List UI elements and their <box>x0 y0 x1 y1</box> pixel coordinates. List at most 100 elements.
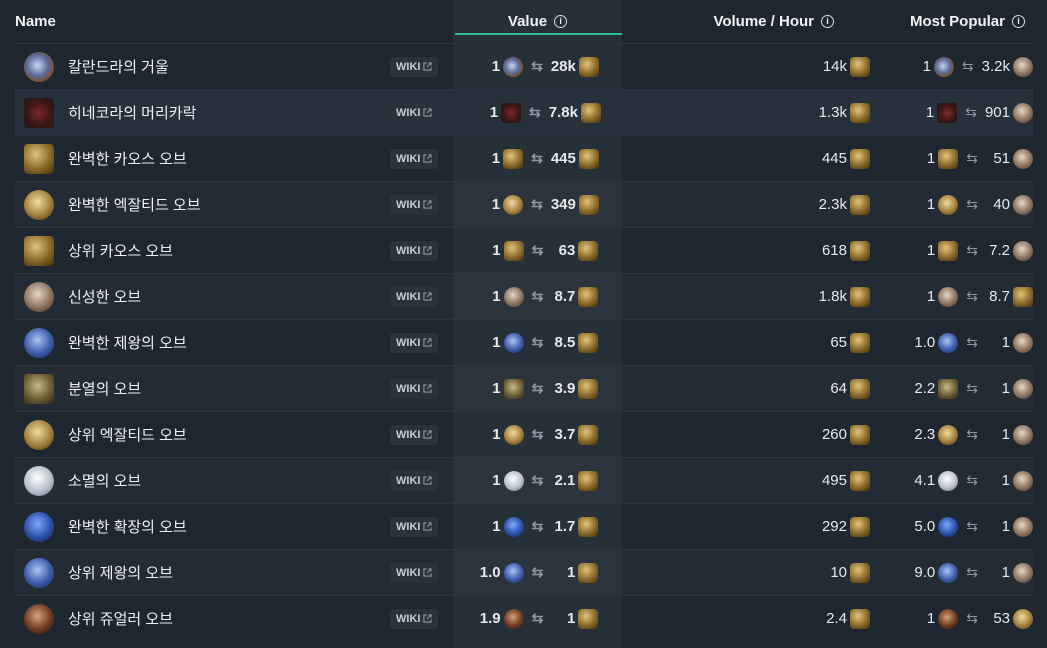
popular-cell: 1 ⇆ 40 <box>885 182 1033 227</box>
divine-icon <box>1013 102 1033 123</box>
value-right-amount: 1 <box>567 610 576 627</box>
chaos-icon <box>578 608 599 629</box>
volume-column-header[interactable]: Volume / Hour i <box>640 0 840 43</box>
wiki-link[interactable]: WIKI <box>390 332 439 353</box>
volume-amount: 1.8k <box>818 288 847 305</box>
volume-cell: 292 <box>755 504 870 549</box>
popular-cell: 1 ⇆ 8.7 <box>885 274 1033 319</box>
popular-right-amount: 1 <box>1001 518 1010 535</box>
name-column-header[interactable]: Name <box>15 0 56 43</box>
table-row[interactable]: 상위 엑잘티드 오브 WIKI 1 ⇆ 3.7 260 2.3 ⇆ 1 <box>15 411 1033 457</box>
swap-icon: ⇆ <box>531 380 544 396</box>
popular-cell: 2.3 ⇆ 1 <box>885 412 1033 457</box>
item-name[interactable]: 신성한 오브 <box>68 289 142 306</box>
wiki-link[interactable]: WIKI <box>390 516 439 537</box>
item-name[interactable]: 히네코라의 머리카락 <box>68 105 197 122</box>
item-name[interactable]: 상위 쥬얼러 오브 <box>68 611 173 628</box>
value-cell: 1 ⇆ 349 <box>453 182 622 227</box>
popular-right-amount: 8.7 <box>989 288 1010 305</box>
info-icon[interactable]: i <box>821 15 834 28</box>
wiki-link[interactable]: WIKI <box>390 194 439 215</box>
wiki-cell: WIKI <box>390 596 439 641</box>
item-name[interactable]: 칼란드라의 거울 <box>68 59 169 76</box>
chaos-icon <box>580 102 601 123</box>
chaos-icon <box>503 240 524 261</box>
divine-icon <box>1013 332 1033 353</box>
wiki-link[interactable]: WIKI <box>390 424 439 445</box>
external-link-icon <box>423 522 433 531</box>
table-row[interactable]: 상위 쥬얼러 오브 WIKI 1.9 ⇆ 1 2.4 1 ⇆ 53 <box>15 595 1033 641</box>
external-link-icon <box>423 476 433 485</box>
popular-cell: 1 ⇆ 51 <box>885 136 1033 181</box>
regal-icon <box>938 332 959 353</box>
table-row[interactable]: 칼란드라의 거울 WIKI 1 ⇆ 28k 14k 1 ⇆ 3.2k <box>15 43 1033 89</box>
wiki-cell: WIKI <box>390 44 439 89</box>
value-right-amount: 2.1 <box>554 472 576 489</box>
chaos-icon <box>578 286 599 307</box>
item-name[interactable]: 상위 제왕의 오브 <box>68 565 173 582</box>
table-row[interactable]: 히네코라의 머리카락 WIKI 1 ⇆ 7.8k 1.3k 1 ⇆ 901 <box>15 89 1033 135</box>
table-row[interactable]: 완벽한 엑잘티드 오브 WIKI 1 ⇆ 349 2.3k 1 ⇆ 40 <box>15 181 1033 227</box>
exalt-icon <box>503 424 524 445</box>
table-row[interactable]: 분열의 오브 WIKI 1 ⇆ 3.9 64 2.2 ⇆ 1 <box>15 365 1033 411</box>
item-name[interactable]: 소멸의 오브 <box>68 473 142 490</box>
regal-icon <box>23 557 54 588</box>
wiki-link[interactable]: WIKI <box>390 378 439 399</box>
popular-left-amount: 4.1 <box>914 472 936 489</box>
popular-right-amount: 1 <box>1001 380 1010 397</box>
chaos-icon <box>850 286 870 307</box>
item-name[interactable]: 완벽한 엑잘티드 오브 <box>68 197 201 214</box>
wiki-link[interactable]: WIKI <box>390 56 439 77</box>
item-name[interactable]: 분열의 오브 <box>68 381 142 398</box>
table-row[interactable]: 소멸의 오브 WIKI 1 ⇆ 2.1 495 4.1 ⇆ 1 <box>15 457 1033 503</box>
table-row[interactable]: 완벽한 확장의 오브 WIKI 1 ⇆ 1.7 292 5.0 ⇆ 1 <box>15 503 1033 549</box>
value-left-amount: 1.9 <box>479 610 501 627</box>
value-right-amount: 3.7 <box>554 426 576 443</box>
popular-column-header[interactable]: Most Popular i <box>860 0 1025 43</box>
chaos-icon <box>850 608 870 629</box>
wiki-link[interactable]: WIKI <box>390 608 439 629</box>
item-name[interactable]: 상위 엑잘티드 오브 <box>68 427 187 444</box>
divine-icon <box>1013 470 1033 491</box>
popular-right-amount: 51 <box>993 150 1010 167</box>
info-icon[interactable]: i <box>1012 15 1025 28</box>
divine-icon <box>1013 378 1033 399</box>
wiki-link[interactable]: WIKI <box>390 286 439 307</box>
table-row[interactable]: 신성한 오브 WIKI 1 ⇆ 8.7 1.8k 1 ⇆ 8.7 <box>15 273 1033 319</box>
swap-icon: ⇆ <box>531 472 544 488</box>
table-row[interactable]: 완벽한 카오스 오브 WIKI 1 ⇆ 445 445 1 ⇆ 51 <box>15 135 1033 181</box>
wiki-link[interactable]: WIKI <box>390 148 439 169</box>
table-row[interactable]: 완벽한 제왕의 오브 WIKI 1 ⇆ 8.5 65 1.0 ⇆ 1 <box>15 319 1033 365</box>
wiki-cell: WIKI <box>390 366 439 411</box>
popular-left-amount: 2.3 <box>914 426 936 443</box>
info-icon[interactable]: i <box>554 15 568 28</box>
swap-icon: ⇆ <box>965 104 977 120</box>
popular-right-amount: 1 <box>1001 334 1010 351</box>
chaos-icon <box>23 143 54 174</box>
value-column-header[interactable]: Value i <box>453 0 622 43</box>
value-right-amount: 8.5 <box>554 334 576 351</box>
wiki-label: WIKI <box>396 382 421 395</box>
table-row[interactable]: 상위 제왕의 오브 WIKI 1.0 ⇆ 1 10 9.0 ⇆ 1 <box>15 549 1033 595</box>
value-left-amount: 1 <box>491 150 501 167</box>
divine-icon <box>1013 562 1033 583</box>
value-header-label: Value <box>507 13 548 30</box>
wiki-link[interactable]: WIKI <box>390 102 439 123</box>
wiki-label: WIKI <box>396 152 421 165</box>
item-name[interactable]: 상위 카오스 오브 <box>68 243 173 260</box>
wiki-link[interactable]: WIKI <box>390 470 439 491</box>
sort-active-underline <box>455 33 622 35</box>
item-name[interactable]: 완벽한 확장의 오브 <box>68 519 187 536</box>
jeweller-icon <box>503 608 524 629</box>
chaos-icon <box>850 240 870 261</box>
wiki-cell: WIKI <box>390 136 439 181</box>
wiki-link[interactable]: WIKI <box>390 240 439 261</box>
item-name[interactable]: 완벽한 카오스 오브 <box>68 151 187 168</box>
value-cell: 1.0 ⇆ 1 <box>453 550 622 595</box>
regal-icon <box>23 327 54 358</box>
popular-cell: 1 ⇆ 7.2 <box>885 228 1033 273</box>
item-name[interactable]: 완벽한 제왕의 오브 <box>68 335 187 352</box>
volume-cell: 2.4 <box>755 596 870 641</box>
wiki-link[interactable]: WIKI <box>390 562 439 583</box>
table-row[interactable]: 상위 카오스 오브 WIKI 1 ⇆ 63 618 1 ⇆ 7.2 <box>15 227 1033 273</box>
